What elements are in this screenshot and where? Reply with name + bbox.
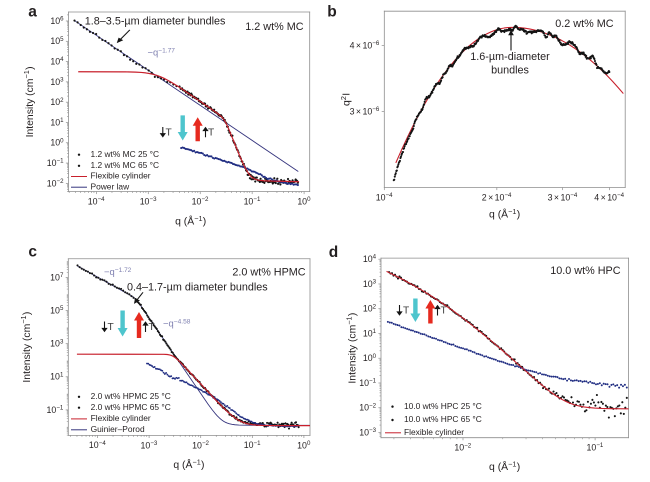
svg-text:1.6-µm-diameter: 1.6-µm-diameter — [470, 51, 550, 63]
svg-text:1 0 1: 1 0 1 — [363, 323, 377, 340]
svg-text:− q − 4 .: − q − 4 . 5 8 — [163, 310, 191, 330]
svg-text:T: T — [403, 306, 409, 317]
svg-text:2.0 wt% HPMC 65 °C: 2.0 wt% HPMC 65 °C — [91, 402, 171, 412]
svg-text:1 0 0: 1 0 0 — [297, 435, 311, 452]
svg-text:d: d — [329, 244, 338, 261]
svg-text:1 0 0: 1 0 0 — [297, 191, 311, 208]
svg-text:Flexible cylinder: Flexible cylinder — [404, 427, 464, 437]
svg-text:1 0 1: 1 0 1 — [50, 367, 64, 384]
svg-text:1 0 5: 1 0 5 — [50, 31, 64, 48]
svg-text:1 0 −: 1 0 − 1 — [244, 432, 262, 452]
svg-text:q I 2: q I 2 — [336, 88, 353, 106]
svg-text:1 0 −: 1 0 − 2 — [359, 394, 377, 414]
svg-text:bundles: bundles — [491, 65, 529, 77]
svg-text:4 × 1: 4 × 1 0 − 6 — [350, 32, 381, 52]
svg-text:Flexible cylinder: Flexible cylinder — [91, 413, 151, 423]
svg-text:1 0 −: 1 0 − 2 — [454, 434, 472, 454]
svg-text:1 0 −: 1 0 − 3 — [141, 432, 159, 452]
svg-text:1 0 −: 1 0 − 1 — [359, 370, 377, 390]
svg-text:T: T — [166, 128, 172, 139]
svg-text:0.4–1.7-µm diameter bundles: 0.4–1.7-µm diameter bundles — [127, 282, 268, 294]
svg-text:1.2 wt% MC 25 °C: 1.2 wt% MC 25 °C — [91, 149, 160, 159]
svg-text:c: c — [28, 244, 37, 261]
svg-text:Flexible cylinder: Flexible cylinder — [91, 171, 151, 181]
svg-text:10.0 wt% HPC 25 °C: 10.0 wt% HPC 25 °C — [404, 401, 482, 411]
svg-text:1 0 3: 1 0 3 — [50, 334, 64, 351]
svg-text:3 × 1: 3 × 1 0 − 6 — [350, 98, 381, 118]
svg-text:1 0 −: 1 0 − 4 — [88, 188, 106, 208]
svg-text:1.2 wt% MC 65 °C: 1.2 wt% MC 65 °C — [91, 160, 160, 170]
svg-text:q ( Å ): q ( Å ) − 1 — [489, 453, 525, 474]
svg-text:T: T — [108, 322, 114, 333]
svg-text:0.2 wt% MC: 0.2 wt% MC — [555, 18, 613, 30]
svg-text:3 × 1: 3 × 1 0 − 4 — [548, 184, 579, 204]
svg-text:2.0 wt% HPMC: 2.0 wt% HPMC — [232, 267, 305, 279]
svg-text:1 0 2: 1 0 2 — [50, 92, 64, 109]
svg-text:1 0 −: 1 0 − 3 — [359, 419, 377, 439]
svg-text:− q − 1 .: − q − 1 . 7 7 — [148, 39, 176, 59]
svg-text:b: b — [327, 3, 336, 20]
svg-text:T: T — [441, 306, 447, 317]
svg-text:1 0 −: 1 0 − 1 — [587, 434, 605, 454]
svg-text:1 0 4: 1 0 4 — [50, 51, 64, 68]
svg-text:1.2 wt% MC: 1.2 wt% MC — [245, 21, 303, 33]
svg-text:I n t e n: I n t e n s i t y ( c m ) − 1 — [13, 307, 34, 382]
svg-text:1 0 6: 1 0 6 — [50, 11, 64, 28]
svg-text:q ( Å ): q ( Å ) − 1 — [489, 201, 525, 222]
svg-text:I n t e n: I n t e n s i t y ( c m ) − 1 — [16, 62, 37, 137]
svg-text:1 0 −: 1 0 − 4 — [89, 432, 107, 452]
svg-text:1 0 −: 1 0 − 1 — [47, 150, 65, 170]
svg-text:1 0 −: 1 0 − 4 — [376, 184, 394, 204]
svg-text:10.0 wt% HPC 65 °C: 10.0 wt% HPC 65 °C — [404, 414, 482, 424]
svg-text:Power law: Power law — [91, 181, 131, 191]
svg-text:1 0 7: 1 0 7 — [50, 267, 64, 284]
svg-text:I n t e n: I n t e n s i t y ( c m ) − 1 — [339, 308, 360, 383]
svg-text:10.0 wt% HPC: 10.0 wt% HPC — [550, 265, 620, 277]
svg-text:1 0 −: 1 0 − 3 — [140, 188, 158, 208]
svg-text:a: a — [28, 4, 37, 21]
svg-text:q ( Å ): q ( Å ) − 1 — [173, 451, 209, 472]
svg-text:1 0 −: 1 0 − 2 — [47, 170, 65, 190]
svg-text:T: T — [208, 128, 214, 139]
svg-text:1 0 4: 1 0 4 — [363, 249, 377, 266]
svg-text:1 0 2: 1 0 2 — [363, 299, 377, 316]
svg-text:1 0 −: 1 0 − 1 — [244, 188, 262, 208]
svg-text:1 0 −: 1 0 − 1 — [47, 396, 65, 416]
svg-text:1 0 0: 1 0 0 — [363, 348, 377, 365]
svg-text:1 0 −: 1 0 − 2 — [192, 188, 210, 208]
svg-text:1 0 3: 1 0 3 — [363, 274, 377, 291]
svg-text:T: T — [149, 322, 155, 333]
svg-text:1 0 3: 1 0 3 — [50, 72, 64, 89]
svg-text:− q − 1 .: − q − 1 . 7 2 — [104, 259, 132, 279]
svg-text:Guinier–Porod: Guinier–Porod — [91, 424, 145, 434]
svg-text:2 × 1: 2 × 1 0 − 4 — [482, 184, 513, 204]
svg-text:1 0 0: 1 0 0 — [50, 133, 64, 150]
svg-text:q ( Å ): q ( Å ) − 1 — [175, 208, 211, 229]
svg-text:1 0 1: 1 0 1 — [50, 112, 64, 129]
svg-text:1.8–3.5-µm diameter bundles: 1.8–3.5-µm diameter bundles — [85, 16, 226, 28]
svg-text:2.0 wt% HPMC 25 °C: 2.0 wt% HPMC 25 °C — [91, 391, 171, 401]
svg-text:4 × 1: 4 × 1 0 − 4 — [594, 184, 625, 204]
svg-text:1 0 5: 1 0 5 — [50, 300, 64, 317]
svg-text:1 0 −: 1 0 − 2 — [192, 432, 210, 452]
